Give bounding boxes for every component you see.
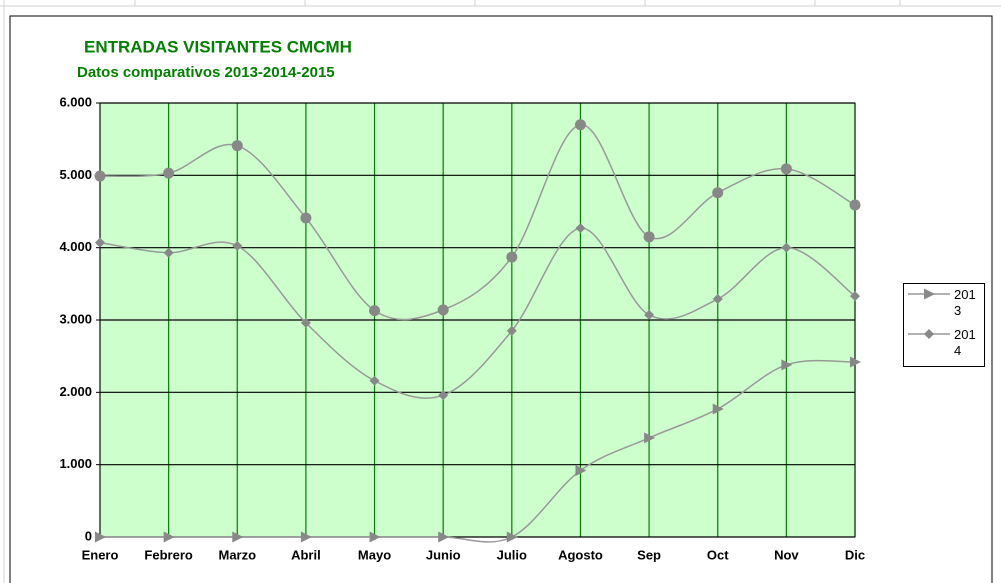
y-tick-label: 6.000 [59, 94, 92, 109]
legend-symbol [908, 288, 950, 300]
y-tick-label: 3.000 [59, 311, 92, 326]
y-tick-label: 5.000 [59, 167, 92, 182]
marker [232, 531, 244, 543]
marker [712, 403, 724, 415]
x-tick-label: Dic [845, 547, 865, 562]
marker [300, 212, 312, 224]
y-tick-label: 2.000 [59, 384, 92, 399]
marker [163, 247, 174, 258]
marker [438, 390, 449, 401]
marker [506, 531, 518, 543]
x-tick-label: Sep [637, 547, 661, 562]
chart-subtitle: Datos comparativos 2013-2014-2015 [77, 64, 335, 81]
legend-label: 2014 [954, 327, 976, 358]
legend-item: 2014 [904, 324, 986, 364]
marker [644, 432, 656, 444]
x-tick-label: Nov [774, 547, 799, 562]
marker [575, 464, 587, 476]
y-tick-label: 0 [85, 528, 92, 543]
marker [506, 325, 517, 336]
marker [643, 231, 655, 243]
marker [850, 356, 861, 368]
legend-label: 2013 [954, 287, 976, 318]
marker [95, 531, 106, 543]
marker [924, 329, 934, 339]
marker [369, 305, 381, 317]
marker [300, 317, 311, 328]
x-tick-label: Agosto [558, 547, 603, 562]
marker [437, 304, 449, 316]
marker [163, 167, 175, 179]
marker [94, 170, 106, 182]
marker [95, 237, 105, 248]
legend-symbol [908, 329, 950, 339]
marker [300, 531, 312, 543]
marker [924, 288, 935, 300]
marker [574, 119, 586, 131]
marker [231, 140, 243, 152]
marker [712, 187, 724, 199]
marker [644, 309, 655, 320]
marker [232, 240, 243, 251]
chart-title: ENTRADAS VISITANTES CMCMH [84, 37, 352, 56]
marker [849, 199, 861, 211]
marker [712, 294, 723, 305]
y-tick-label: 4.000 [59, 239, 92, 254]
x-tick-label: Oct [707, 547, 729, 562]
marker [438, 531, 450, 543]
legend-item: 2013 [904, 284, 986, 324]
x-tick-label: Mayo [358, 547, 391, 562]
marker [780, 163, 792, 175]
x-tick-label: Julio [497, 547, 527, 562]
marker [850, 291, 860, 302]
x-tick-label: Febrero [144, 547, 192, 562]
x-tick-label: Abril [291, 547, 321, 562]
x-tick-label: Junio [426, 547, 461, 562]
y-tick-label: 1.000 [59, 456, 92, 471]
marker [369, 531, 381, 543]
marker [781, 242, 792, 253]
marker [506, 251, 518, 263]
marker [781, 359, 793, 371]
plot-border [99, 102, 856, 538]
marker [369, 375, 380, 386]
x-tick-label: Marzo [218, 547, 256, 562]
marker [163, 531, 175, 543]
x-tick-label: Enero [82, 547, 119, 562]
legend: 2013 2014 [903, 283, 985, 367]
marker [575, 223, 586, 234]
